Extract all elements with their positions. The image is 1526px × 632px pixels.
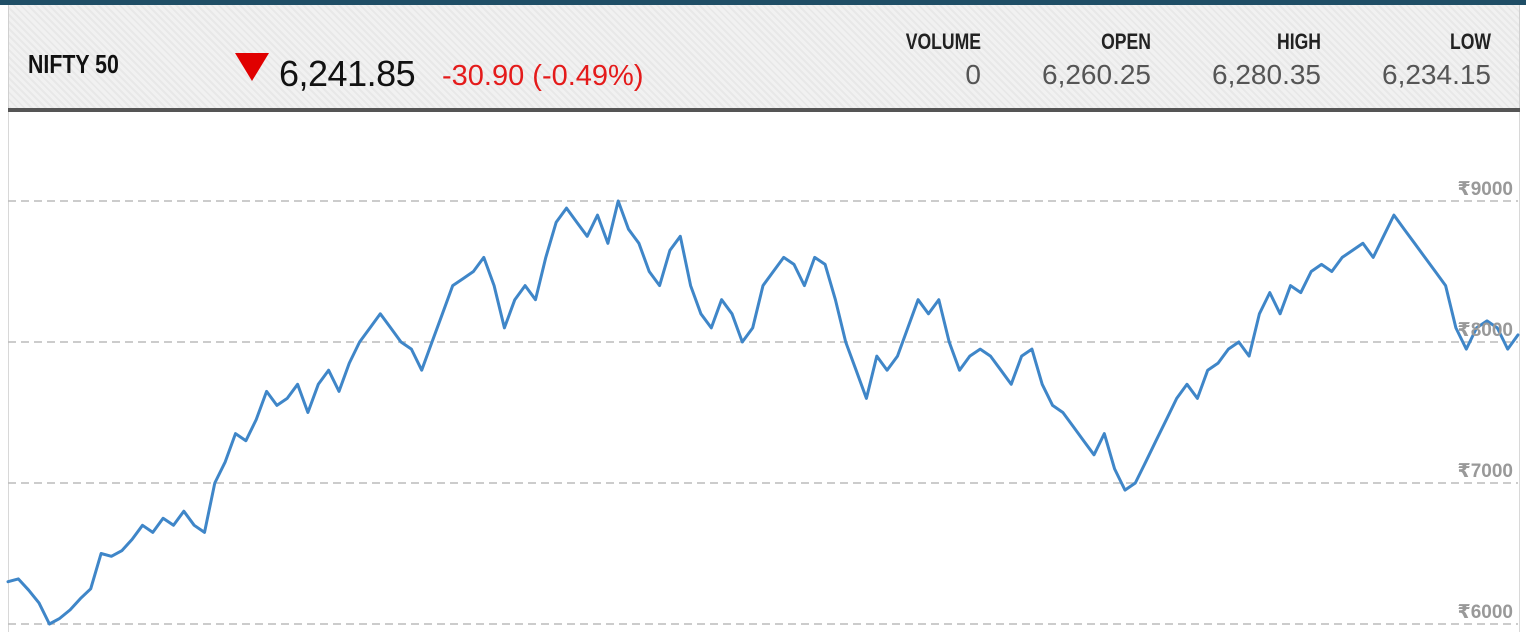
- stat-volume: VOLUME 0: [811, 29, 981, 91]
- last-price: 6,241.85: [279, 53, 416, 94]
- index-name: NIFTY 50: [28, 49, 119, 79]
- price-change: -30.90 (-0.49%): [442, 60, 644, 92]
- header-divider: [8, 108, 1520, 112]
- y-axis-ticks: ₹6000 ₹7000 ₹8000 ₹9000: [1458, 179, 1514, 623]
- y-tick-label: ₹6000: [1458, 602, 1514, 623]
- stat-value: 0: [965, 59, 981, 90]
- stat-high: HIGH 6,280.35: [1151, 29, 1321, 91]
- y-tick-label: ₹7000: [1458, 461, 1514, 482]
- stat-label: OPEN: [1101, 29, 1151, 54]
- stat-label: HIGH: [1277, 29, 1321, 54]
- series-layer: [6, 199, 1520, 626]
- stat-value: 6,234.15: [1382, 59, 1491, 90]
- stat-low: LOW 6,234.15: [1321, 29, 1491, 91]
- y-tick-label: ₹9000: [1458, 179, 1514, 200]
- top-accent-bar: [0, 0, 1526, 5]
- stat-open: OPEN 6,260.25: [981, 29, 1151, 91]
- stat-label: VOLUME: [905, 29, 981, 54]
- gridlines: [8, 200, 1518, 625]
- stat-label: LOW: [1449, 29, 1491, 54]
- stat-value: 6,280.35: [1212, 59, 1321, 90]
- series-line-0: [6, 199, 1520, 626]
- triangle-down-icon: [235, 53, 269, 81]
- y-tick-label: ₹8000: [1458, 320, 1514, 341]
- quote-header: NIFTY 50 6,241.85 -30.90 (-0.49%) VOLUME…: [8, 5, 1520, 108]
- chart-frame: [8, 112, 1520, 632]
- stat-value: 6,260.25: [1042, 59, 1151, 90]
